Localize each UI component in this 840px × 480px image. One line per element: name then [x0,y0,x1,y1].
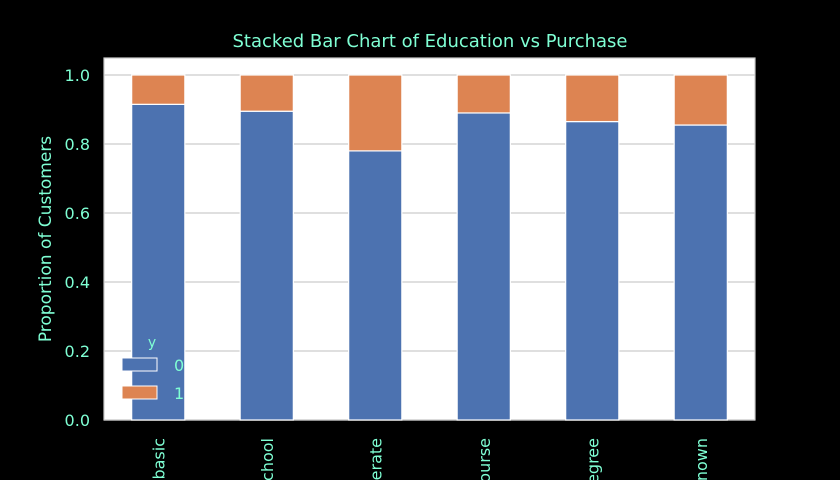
grid-lines [104,74,755,421]
bar-segment-series-1 [239,74,294,112]
bar-segment-series-1 [131,74,186,105]
chart-title: Stacked Bar Chart of Education vs Purcha… [233,31,628,52]
y-tick-label: 0.2 [65,342,90,361]
bar-segment-series-0 [565,120,620,421]
x-tick-label: erate [366,438,385,480]
legend-title: y [148,335,156,351]
plot-area [103,57,756,421]
bar-segment-series-0 [239,110,294,421]
y-tick-label: 0.0 [65,411,90,430]
y-tick-label: 0.6 [65,204,90,223]
bar-segment-series-0 [673,124,728,421]
bar-segment-series-1 [348,74,403,152]
x-tick-label: nown [692,438,711,480]
y-tick-label: 0.8 [65,135,90,154]
bar-segment-series-1 [456,74,511,114]
x-tick-label: egree [583,438,602,480]
y-axis-ticks: 0.0 0.2 0.4 0.6 0.8 1.0 [65,66,90,430]
x-tick-label: basic [149,438,168,480]
legend-label-1: 1 [174,384,184,403]
y-tick-label: 1.0 [65,66,90,85]
y-axis-label: Proportion of Customers [36,136,56,342]
x-tick-label: ourse [475,438,494,480]
bar-segment-series-1 [673,74,728,126]
legend-swatch-0 [121,357,158,372]
legend-swatch-1 [121,385,158,400]
legend-label-0: 0 [174,356,184,375]
bars [131,74,728,421]
x-axis-ticks: basic school erate ourse egree nown [149,438,711,480]
bar-segment-series-1 [565,74,620,123]
y-tick-label: 0.4 [65,273,90,292]
bar-segment-series-0 [456,112,511,421]
legend: y 0 1 [121,335,184,403]
bar-segment-series-0 [348,150,403,421]
x-tick-label: school [258,438,277,480]
